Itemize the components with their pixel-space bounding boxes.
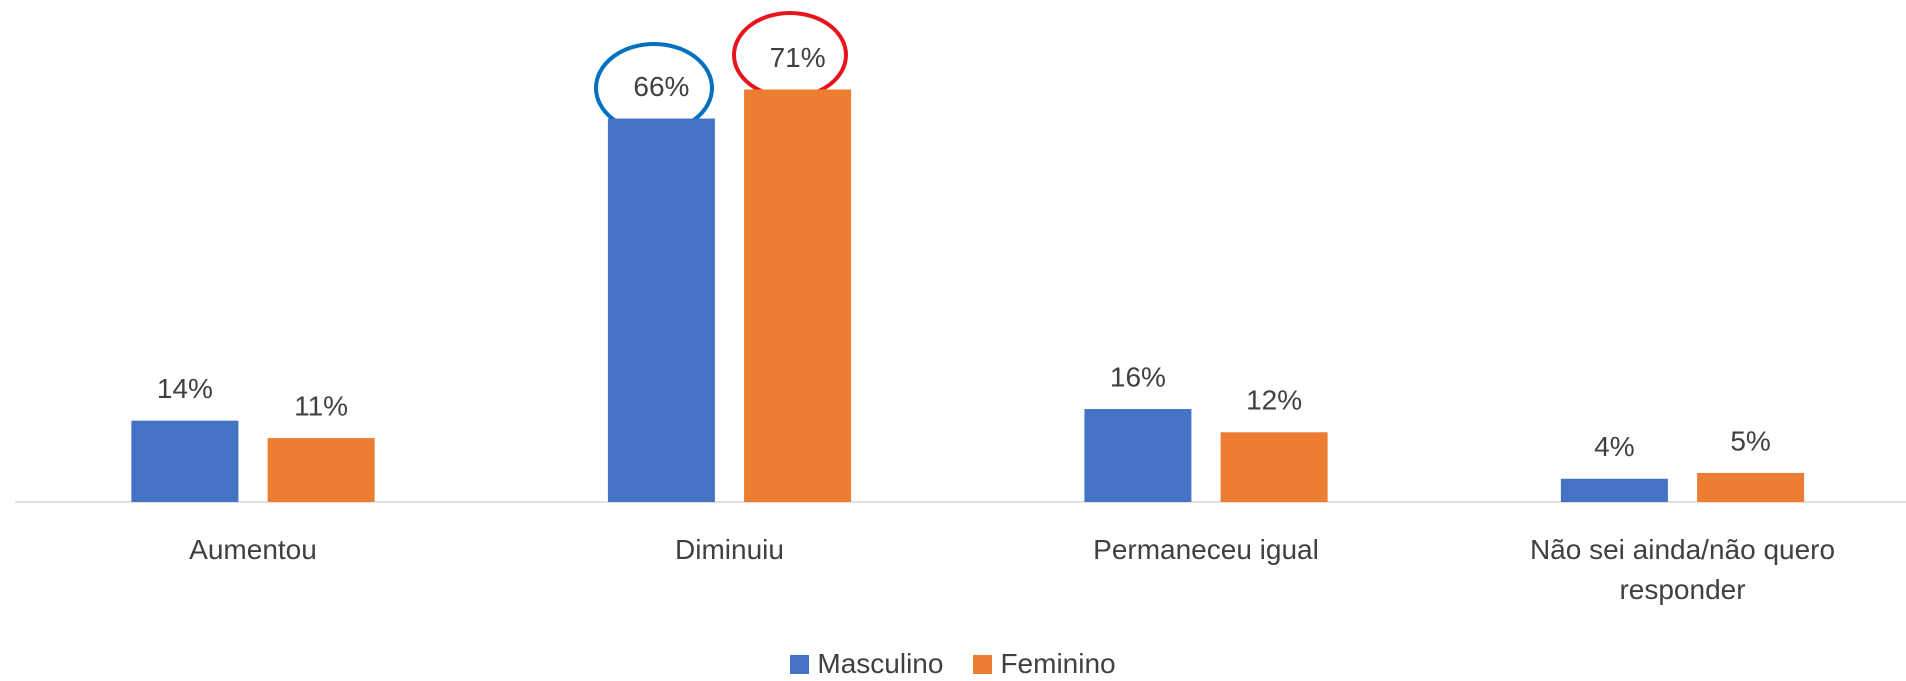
legend-label: Feminino [1000,648,1116,679]
data-label: 11% [294,390,348,421]
data-label: 5% [1730,425,1770,456]
data-label: 66% [633,71,689,102]
data-label: 12% [1246,385,1302,416]
bar [607,118,715,502]
legend-label: Masculino [817,648,944,679]
legend-swatch [790,654,810,674]
data-label: 14% [157,373,213,404]
legend-item: Feminino [973,648,1116,680]
data-label: 4% [1594,431,1634,462]
bar [131,420,239,502]
data-label: 16% [1110,361,1166,392]
bar [267,438,375,502]
bar [1220,432,1328,502]
x-tick-label: Aumentou [189,534,317,565]
x-tick-label: Permaneceu igual [1093,534,1319,565]
data-label: 71% [770,42,826,73]
legend: Masculino Feminino [0,648,1906,680]
x-tick-label: Não sei ainda/não quero responder [1529,534,1836,605]
legend-item: Masculino [790,648,943,680]
bar [1560,478,1668,502]
bar [1697,472,1805,502]
legend-swatch [973,654,993,674]
x-tick-label: Diminuiu [675,534,784,565]
bar [1084,409,1192,502]
bar [744,89,852,503]
